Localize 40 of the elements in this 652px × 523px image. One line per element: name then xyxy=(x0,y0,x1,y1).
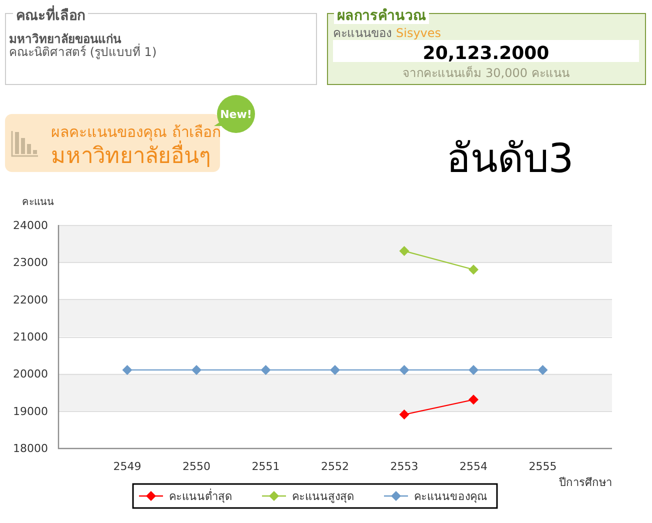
legend-label: คะแนนของคุณ xyxy=(414,490,487,503)
xtick: 2554 xyxy=(460,460,488,473)
ytick: 21000 xyxy=(13,330,48,344)
xtick: 2549 xyxy=(113,460,142,473)
ylabel: คะแนน xyxy=(22,197,54,208)
annotation: มหาวิทยาลัยขอนแก่น xyxy=(9,32,121,46)
ytick: 19000 xyxy=(13,404,48,418)
xtick: 2555 xyxy=(528,460,557,473)
annotation: 20,123.2000 xyxy=(422,43,550,64)
xlabel: ปีการศึกษา xyxy=(559,476,612,489)
xtick: 2550 xyxy=(182,460,210,473)
xtick: 2551 xyxy=(252,460,280,473)
point xyxy=(260,364,271,375)
legend-label: คะแนนต่ำสุด xyxy=(169,488,232,503)
xtick: 2553 xyxy=(390,460,418,473)
point xyxy=(538,364,548,375)
ytick: 18000 xyxy=(13,442,48,455)
ytick: 22000 xyxy=(13,293,48,306)
point xyxy=(468,364,478,375)
annotation: ผลการคำนวณ xyxy=(337,8,426,24)
point xyxy=(330,364,340,375)
annotation: Sisyves xyxy=(396,26,442,40)
annotation: New! xyxy=(220,108,252,121)
annotation: จากคะแนนเต็ม 30,000 คะแนน xyxy=(402,66,570,80)
xtick: 2552 xyxy=(321,460,349,473)
annotation: คะแนนของ xyxy=(333,26,392,40)
legend-label: คะแนนสูงสุด xyxy=(292,490,354,503)
point xyxy=(468,394,478,405)
point xyxy=(399,364,410,375)
annotation: คณะนิติศาสตร์ (รูปแบบที่ 1) xyxy=(9,45,157,59)
point xyxy=(399,410,410,420)
point xyxy=(122,364,132,375)
ytick: 24000 xyxy=(13,219,48,232)
ytick: 20000 xyxy=(13,368,48,381)
point xyxy=(399,246,410,256)
ytick: 23000 xyxy=(13,256,48,270)
title: อันดับ3 xyxy=(446,136,574,182)
annotation: ผลคะแนนของคุณ ถ้าเลือก xyxy=(51,123,221,141)
point xyxy=(192,364,202,375)
point xyxy=(468,264,478,275)
